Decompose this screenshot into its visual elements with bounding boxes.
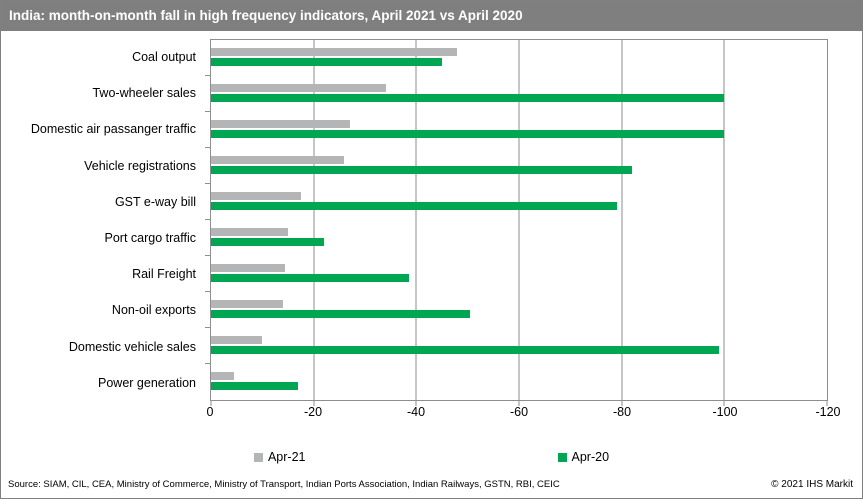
x-axis-tick bbox=[518, 401, 520, 406]
y-axis-tick bbox=[205, 147, 210, 148]
category-label-non-oil-exports: Non-oil exports bbox=[111, 303, 196, 318]
category-label-gst-e-way-bill: GST e-way bill bbox=[114, 194, 196, 209]
category-band-power-generation bbox=[205, 363, 827, 400]
x-axis-tick bbox=[415, 401, 417, 406]
bar-apr-20-port-cargo-traffic bbox=[211, 237, 324, 246]
bar-apr-21-rail-freight bbox=[211, 263, 286, 272]
category-label-domestic-air-passanger-traffic: Domestic air passanger traffic bbox=[30, 122, 196, 137]
legend-swatch-apr-20 bbox=[557, 452, 567, 462]
x-axis-tick-label: -20 bbox=[303, 405, 323, 419]
x-axis-tick bbox=[723, 401, 725, 406]
bar-apr-21-coal-output bbox=[211, 47, 458, 56]
category-label-power-generation: Power generation bbox=[98, 375, 196, 390]
y-axis-tick bbox=[205, 111, 210, 112]
x-axis-tick bbox=[621, 401, 623, 406]
gridline bbox=[518, 40, 520, 400]
x-axis-tick-label: -40 bbox=[406, 405, 426, 419]
bar-apr-20-coal-output bbox=[211, 57, 442, 66]
legend-swatch-apr-21 bbox=[253, 452, 263, 462]
category-label-vehicle-registrations: Vehicle registrations bbox=[84, 158, 196, 173]
y-axis-tick bbox=[205, 327, 210, 328]
bar-apr-20-non-oil-exports bbox=[211, 309, 471, 318]
gridline bbox=[313, 40, 315, 400]
bar-apr-21-domestic-air-passanger-traffic bbox=[211, 119, 350, 128]
plot-area bbox=[205, 39, 828, 406]
y-axis-tick bbox=[205, 219, 210, 220]
gridline bbox=[415, 40, 417, 400]
category-band-non-oil-exports bbox=[205, 291, 827, 328]
bar-apr-20-rail-freight bbox=[211, 273, 409, 282]
category-band-gst-e-way-bill bbox=[205, 183, 827, 220]
y-axis-tick bbox=[205, 291, 210, 292]
legend: Apr-21 Apr-20 bbox=[1, 450, 862, 464]
bar-apr-21-domestic-vehicle-sales bbox=[211, 335, 263, 344]
x-axis-tick-label: -60 bbox=[509, 405, 529, 419]
category-band-domestic-vehicle-sales bbox=[205, 327, 827, 364]
source-note: Source: SIAM, CIL, CEA, Ministry of Comm… bbox=[8, 479, 560, 490]
bar-apr-20-domestic-air-passanger-traffic bbox=[211, 129, 725, 138]
y-axis-tick bbox=[205, 255, 210, 256]
category-band-port-cargo-traffic bbox=[205, 219, 827, 256]
legend-item-apr-20: Apr-20 bbox=[557, 450, 610, 464]
x-axis-tick-label: -120 bbox=[815, 405, 841, 419]
bar-apr-21-port-cargo-traffic bbox=[211, 227, 288, 236]
x-axis-tick-label: -100 bbox=[712, 405, 738, 419]
bar-apr-21-gst-e-way-bill bbox=[211, 191, 301, 200]
bar-apr-21-two-wheeler-sales bbox=[211, 83, 386, 92]
category-label-two-wheeler-sales: Two-wheeler sales bbox=[92, 86, 196, 101]
category-band-domestic-air-passanger-traffic bbox=[205, 111, 827, 148]
x-axis-tick-label: -80 bbox=[612, 405, 632, 419]
bar-apr-20-vehicle-registrations bbox=[211, 165, 632, 174]
category-band-coal-output bbox=[211, 40, 827, 76]
gridline bbox=[723, 40, 725, 400]
legend-label-apr-20: Apr-20 bbox=[571, 450, 610, 464]
x-axis-tick-label: 0 bbox=[206, 405, 214, 419]
bar-apr-20-domestic-vehicle-sales bbox=[211, 345, 720, 354]
bar-apr-20-gst-e-way-bill bbox=[211, 201, 617, 210]
category-label-rail-freight: Rail Freight bbox=[132, 267, 196, 282]
x-axis-tick bbox=[210, 401, 212, 406]
bar-apr-21-non-oil-exports bbox=[211, 299, 283, 308]
gridline bbox=[621, 40, 623, 400]
category-band-vehicle-registrations bbox=[205, 147, 827, 184]
category-labels: Coal output Two-wheeler sales Domestic air… bbox=[1, 39, 203, 401]
bar-apr-20-two-wheeler-sales bbox=[211, 93, 725, 102]
legend-item-apr-21: Apr-21 bbox=[253, 450, 306, 464]
category-label-coal-output: Coal output bbox=[132, 50, 196, 65]
bar-apr-21-power-generation bbox=[211, 371, 235, 380]
x-axis-tick bbox=[826, 401, 828, 406]
category-label-domestic-vehicle-sales: Domestic vehicle sales bbox=[68, 339, 196, 354]
copyright-note: © 2021 IHS Markit bbox=[771, 479, 853, 490]
y-axis-tick bbox=[205, 75, 210, 76]
y-axis-tick bbox=[205, 183, 210, 184]
x-axis-tick bbox=[313, 401, 315, 406]
legend-label-apr-21: Apr-21 bbox=[267, 450, 306, 464]
category-band-two-wheeler-sales bbox=[205, 75, 827, 112]
chart-title: India: month-on-month fall in high frequ… bbox=[1, 1, 862, 31]
category-band-rail-freight bbox=[205, 255, 827, 292]
bar-apr-20-power-generation bbox=[211, 381, 299, 390]
bar-apr-21-vehicle-registrations bbox=[211, 155, 345, 164]
y-axis-tick bbox=[205, 363, 210, 364]
x-axis-labels: 0 -20 -40 -60 -80 -100 -120 bbox=[206, 405, 841, 421]
category-label-port-cargo-traffic: Port cargo traffic bbox=[104, 231, 196, 246]
